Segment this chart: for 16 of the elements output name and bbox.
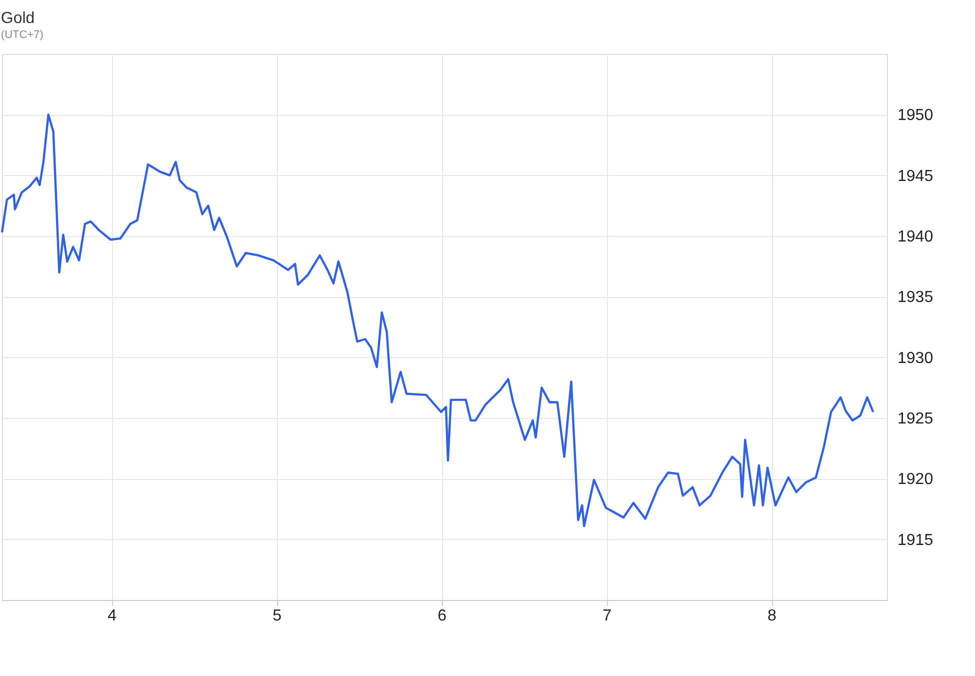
y-tick-label: 1915 <box>898 532 934 549</box>
x-tick-label: 6 <box>438 608 447 624</box>
y-tick-label: 1940 <box>898 228 934 246</box>
y-tick-label: 1950 <box>898 107 934 124</box>
x-tick-label: 8 <box>768 608 777 624</box>
y-tick-label: 1945 <box>898 168 934 185</box>
y-tick-label: 1925 <box>898 410 934 428</box>
chart-subtitle: (UTC+7) <box>0 29 44 41</box>
x-tick-label: 4 <box>108 608 117 624</box>
x-tick-label: 5 <box>272 608 282 624</box>
chart-title: Gold <box>0 10 35 27</box>
x-tick-label: 7 <box>602 608 612 624</box>
y-tick-label: 1935 <box>898 289 934 306</box>
line-series <box>0 114 874 528</box>
y-tick-label: 1930 <box>898 350 934 367</box>
y-tick-label: 1920 <box>898 471 934 488</box>
